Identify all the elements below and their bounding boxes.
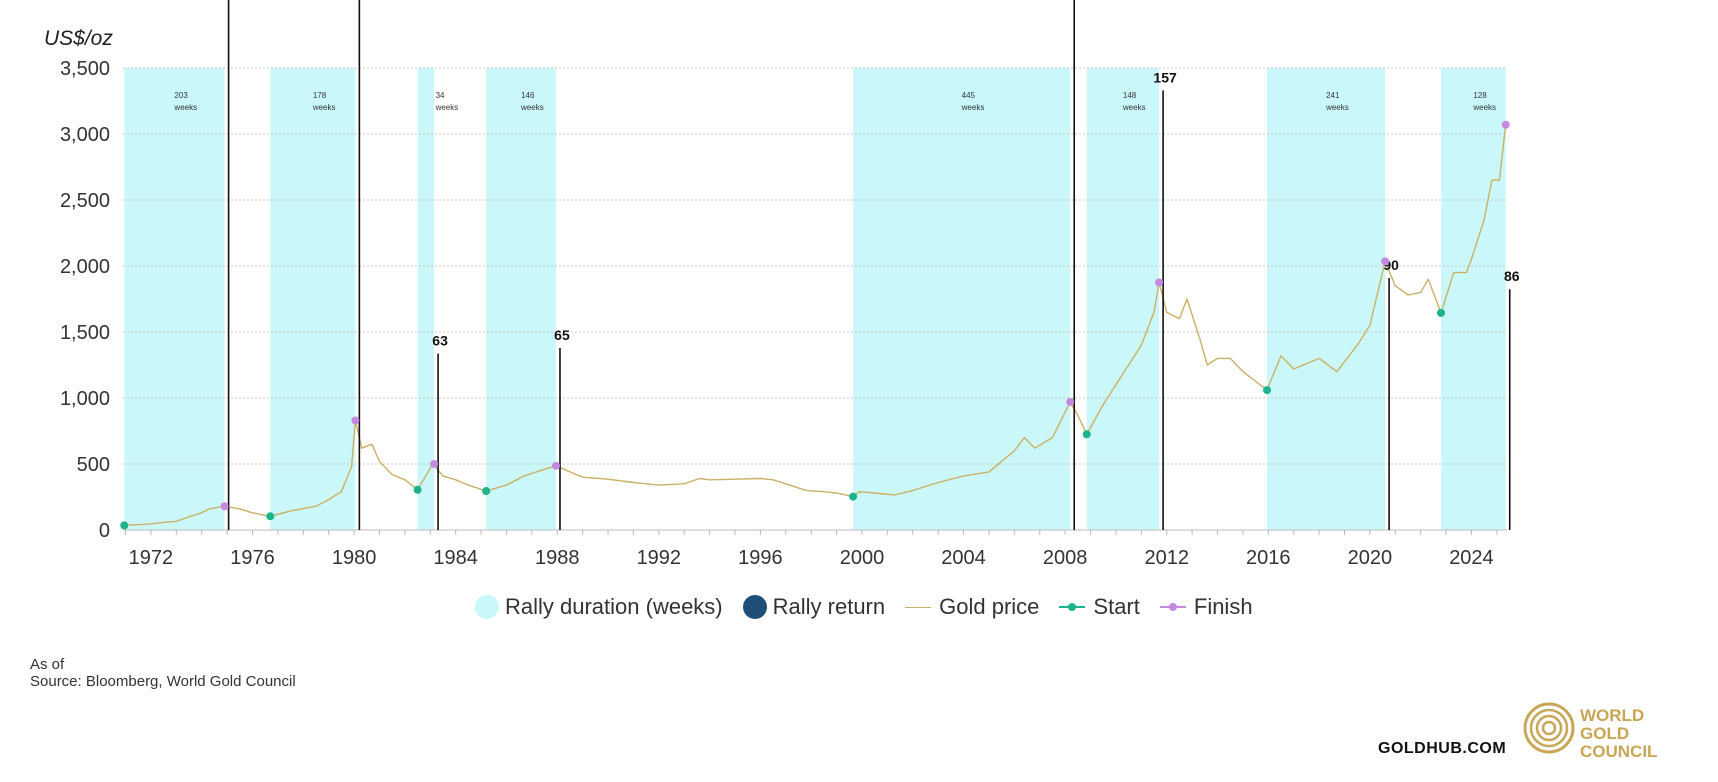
rally-band-5: [853, 68, 1071, 530]
start-marker: [482, 487, 491, 496]
start-marker: [413, 485, 422, 494]
rally-weeks-value: 148: [1123, 91, 1137, 100]
rally-weeks-unit: weeks: [1122, 103, 1146, 112]
rally-weeks-unit: weeks: [312, 103, 336, 112]
x-tick-label: 2004: [941, 547, 986, 569]
rally-weeks-unit: weeks: [435, 103, 459, 112]
logo-line-1: WORLD: [1580, 706, 1645, 725]
finish-marker: [351, 416, 360, 425]
rally-weeks-unit: weeks: [520, 103, 544, 112]
finish-marker: [551, 461, 560, 470]
legend-finish[interactable]: Finish: [1159, 594, 1253, 620]
rally-return-swatch: [742, 595, 767, 619]
legend-gold-price[interactable]: Gold price: [905, 594, 1039, 620]
y-tick-label: 3,500: [60, 58, 110, 80]
y-tick-label: 1,500: [60, 322, 110, 344]
goldhub-link[interactable]: GOLDHUB.COM: [1378, 740, 1507, 757]
start-marker: [1263, 386, 1272, 395]
legend-start[interactable]: Start: [1059, 594, 1140, 620]
start-marker: [849, 492, 858, 501]
rally-weeks-value: 178: [313, 91, 327, 100]
rally-band-2: [270, 68, 356, 530]
rally-band-3: [417, 68, 435, 530]
rally-weeks-value: 146: [521, 91, 535, 100]
rally-weeks-unit: weeks: [961, 103, 985, 112]
rally-weeks-value: 128: [1473, 91, 1487, 100]
y-tick-label: 2,000: [60, 256, 110, 278]
x-tick-label: 2016: [1246, 547, 1291, 569]
legend-start-label: Start: [1093, 594, 1140, 619]
rally-weeks-unit: weeks: [1325, 103, 1349, 112]
world-gold-council-wordmark: WORLD GOLD COUNCIL: [1580, 707, 1657, 761]
finish-swatch: [1159, 603, 1186, 611]
rally-return-label: 86: [1504, 268, 1520, 284]
x-tick-label: 1980: [332, 547, 377, 569]
chart-legend: Rally duration (weeks) Rally return Gold…: [475, 594, 1273, 620]
finish-marker: [430, 460, 439, 468]
finish-marker: [1501, 120, 1510, 129]
start-marker: [1436, 308, 1445, 317]
x-tick-label: 1972: [129, 547, 174, 569]
rally-return-label: 157: [1153, 69, 1177, 85]
finish-marker: [220, 502, 229, 511]
x-tick-label: 1992: [637, 547, 682, 569]
x-tick-label: 2008: [1043, 547, 1088, 569]
start-marker: [120, 521, 129, 530]
rally-band-1: [124, 68, 225, 530]
y-axis-label: US$/oz: [44, 27, 113, 50]
rally-weeks-value: 241: [1326, 91, 1340, 100]
start-swatch: [1059, 603, 1086, 611]
rally-return-label: 65: [554, 327, 570, 343]
rally-band-6: [1086, 68, 1160, 530]
legend-rally-return[interactable]: Rally return: [742, 594, 886, 620]
legend-finish-label: Finish: [1193, 594, 1253, 619]
as-of-note: As of: [30, 656, 65, 673]
rally-weeks-value: 445: [962, 91, 976, 100]
rally-weeks-value: 34: [436, 91, 445, 100]
gold-rallies-chart: 0 500 1,000 1,500 2,000 2,500 3,000 3,500 1972 19…: [44, 0, 1520, 569]
x-tick-label: 1976: [230, 547, 275, 569]
finish-marker: [1155, 278, 1164, 287]
legend-gold-price-label: Gold price: [939, 594, 1040, 619]
rally-band-4: [486, 68, 556, 530]
legend-rally-duration-label: Rally duration (weeks): [505, 594, 723, 619]
x-tick-label: 2020: [1348, 547, 1393, 569]
rally-return-label: 63: [432, 333, 448, 349]
start-marker: [1082, 430, 1091, 439]
legend-rally-duration[interactable]: Rally duration (weeks): [475, 594, 723, 620]
rally-band-7: [1267, 68, 1386, 530]
x-tick-label: 2024: [1449, 547, 1494, 569]
y-tick-label: 3,000: [60, 124, 110, 146]
y-tick-label: 2,500: [60, 190, 110, 212]
logo-line-2: GOLD: [1580, 724, 1630, 743]
x-tick-label: 1984: [433, 547, 478, 569]
source-note: Source: Bloomberg, World Gold Council: [30, 673, 296, 690]
x-tick-label: 1988: [535, 547, 580, 569]
finish-marker: [1381, 257, 1390, 266]
x-tick-label: 2012: [1144, 547, 1189, 569]
world-gold-council-logo-icon: [1523, 702, 1575, 754]
rally-weeks-value: 203: [174, 91, 188, 100]
y-tick-label: 0: [99, 520, 110, 542]
y-tick-label: 500: [77, 454, 110, 476]
rally-weeks-unit: weeks: [173, 103, 197, 112]
legend-rally-return-label: Rally return: [772, 594, 886, 619]
x-tick-label: 1996: [738, 547, 783, 569]
logo-line-3: COUNCIL: [1580, 742, 1658, 761]
rally-weeks-unit: weeks: [1472, 103, 1496, 112]
start-marker: [266, 512, 275, 521]
gold-price-swatch: [905, 606, 932, 608]
finish-marker: [1066, 397, 1075, 406]
rally-band-8: [1440, 68, 1506, 530]
x-tick-label: 2000: [840, 547, 885, 569]
rally-duration-swatch: [475, 595, 499, 619]
y-tick-label: 1,000: [60, 388, 110, 410]
